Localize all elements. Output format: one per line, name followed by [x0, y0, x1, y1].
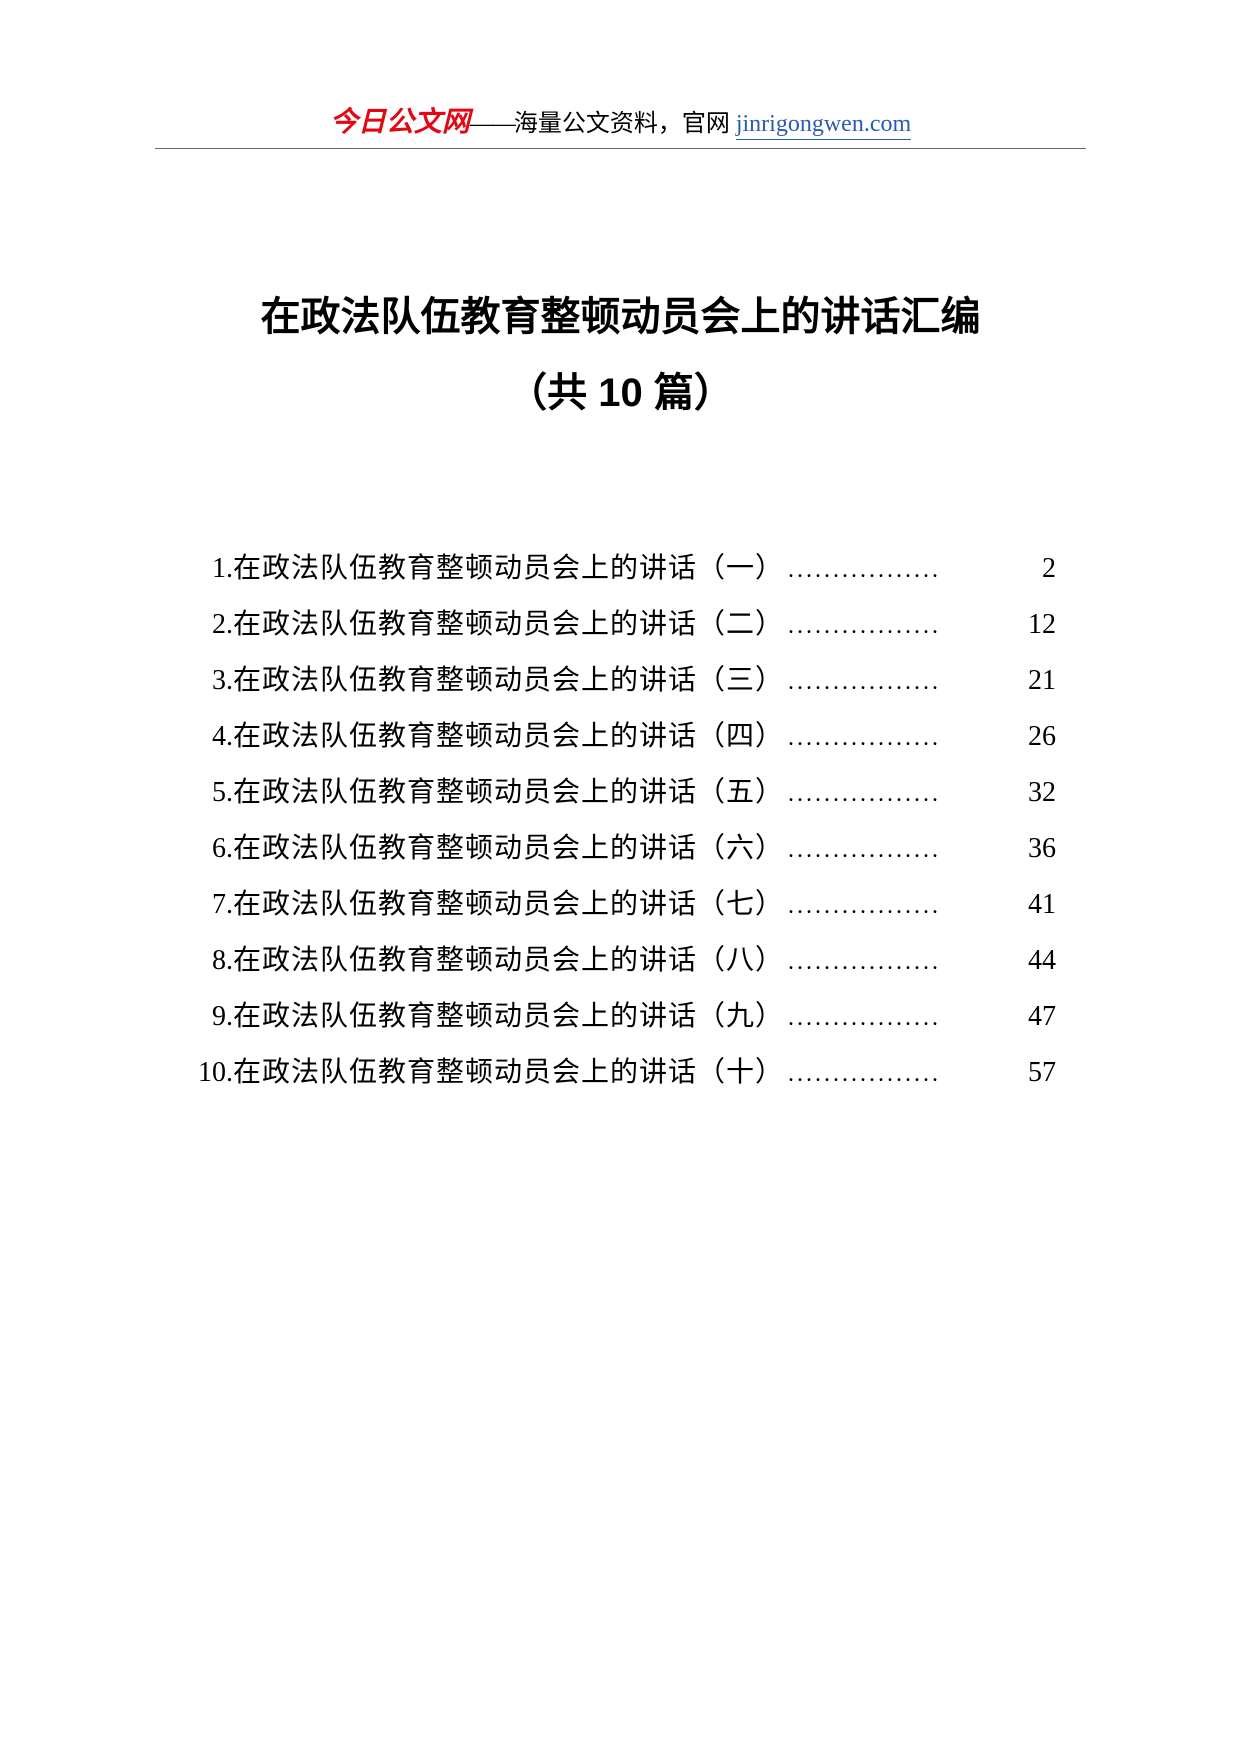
toc-number: 3.: [185, 653, 233, 709]
document-title: 在政法队伍教育整顿动员会上的讲话汇编 （共 10 篇）: [155, 279, 1086, 431]
toc-leader: .................: [784, 546, 1020, 594]
toc-page: 26: [1020, 709, 1056, 765]
toc-item: 8. 在政法队伍教育整顿动员会上的讲话（八） .................…: [185, 933, 1056, 989]
toc-page: 12: [1020, 597, 1056, 653]
toc-text: 在政法队伍教育整顿动员会上的讲话（六）: [233, 821, 784, 877]
toc-item: 7. 在政法队伍教育整顿动员会上的讲话（七） .................…: [185, 877, 1056, 933]
toc-page: 2: [1020, 541, 1056, 597]
toc-item: 3. 在政法队伍教育整顿动员会上的讲话（三） .................…: [185, 653, 1056, 709]
toc-page: 32: [1020, 765, 1056, 821]
title-line-2: （共 10 篇）: [155, 355, 1086, 431]
header-url[interactable]: jinrigongwen.com: [736, 111, 911, 140]
toc-item: 1. 在政法队伍教育整顿动员会上的讲话（一） .................…: [185, 541, 1056, 597]
toc-number: 2.: [185, 597, 233, 653]
toc-item: 2. 在政法队伍教育整顿动员会上的讲话（二） .................…: [185, 597, 1056, 653]
toc-text: 在政法队伍教育整顿动员会上的讲话（九）: [233, 989, 784, 1045]
toc-page: 41: [1020, 877, 1056, 933]
toc-page: 47: [1020, 989, 1056, 1045]
toc-leader: .................: [784, 602, 1020, 650]
toc-text: 在政法队伍教育整顿动员会上的讲话（三）: [233, 653, 784, 709]
brand-name: 今日公文网: [330, 106, 470, 137]
toc-number: 8.: [185, 933, 233, 989]
header-dash: ——: [470, 111, 514, 137]
toc-page: 57: [1020, 1045, 1056, 1101]
toc-leader: .................: [784, 994, 1020, 1042]
toc-item: 10. 在政法队伍教育整顿动员会上的讲话（十） ................…: [185, 1045, 1056, 1101]
document-page: 今日公文网——海量公文资料，官网 jinrigongwen.com 在政法队伍教…: [0, 0, 1241, 1101]
toc-item: 9. 在政法队伍教育整顿动员会上的讲话（九） .................…: [185, 989, 1056, 1045]
toc-page: 36: [1020, 821, 1056, 877]
toc-text: 在政法队伍教育整顿动员会上的讲话（五）: [233, 765, 784, 821]
table-of-contents: 1. 在政法队伍教育整顿动员会上的讲话（一） .................…: [155, 541, 1086, 1101]
toc-number: 6.: [185, 821, 233, 877]
toc-text: 在政法队伍教育整顿动员会上的讲话（七）: [233, 877, 784, 933]
toc-number: 1.: [185, 541, 233, 597]
toc-number: 5.: [185, 765, 233, 821]
toc-text: 在政法队伍教育整顿动员会上的讲话（八）: [233, 933, 784, 989]
toc-text: 在政法队伍教育整顿动员会上的讲话（十）: [233, 1045, 784, 1101]
toc-leader: .................: [784, 826, 1020, 874]
toc-number: 9.: [185, 989, 233, 1045]
toc-number: 4.: [185, 709, 233, 765]
toc-leader: .................: [784, 938, 1020, 986]
toc-leader: .................: [784, 882, 1020, 930]
header-slogan: 海量公文资料，官网: [514, 111, 736, 137]
page-header: 今日公文网——海量公文资料，官网 jinrigongwen.com: [155, 100, 1086, 149]
toc-leader: .................: [784, 714, 1020, 762]
toc-leader: .................: [784, 1050, 1020, 1098]
toc-text: 在政法队伍教育整顿动员会上的讲话（四）: [233, 709, 784, 765]
toc-text: 在政法队伍教育整顿动员会上的讲话（二）: [233, 597, 784, 653]
title-line-1: 在政法队伍教育整顿动员会上的讲话汇编: [155, 279, 1086, 355]
toc-leader: .................: [784, 658, 1020, 706]
toc-item: 4. 在政法队伍教育整顿动员会上的讲话（四） .................…: [185, 709, 1056, 765]
toc-number: 10.: [185, 1045, 233, 1101]
toc-item: 6. 在政法队伍教育整顿动员会上的讲话（六） .................…: [185, 821, 1056, 877]
toc-leader: .................: [784, 770, 1020, 818]
toc-page: 21: [1020, 653, 1056, 709]
toc-page: 44: [1020, 933, 1056, 989]
toc-text: 在政法队伍教育整顿动员会上的讲话（一）: [233, 541, 784, 597]
toc-item: 5. 在政法队伍教育整顿动员会上的讲话（五） .................…: [185, 765, 1056, 821]
toc-number: 7.: [185, 877, 233, 933]
header-content: 今日公文网——海量公文资料，官网 jinrigongwen.com: [330, 100, 911, 140]
